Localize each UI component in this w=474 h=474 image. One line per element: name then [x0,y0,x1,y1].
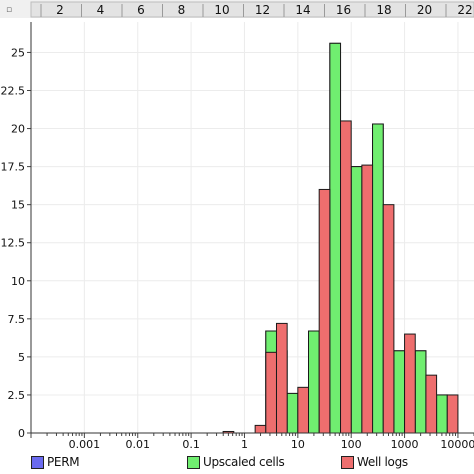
top-axis-tick-label: 8 [178,3,186,17]
legend-swatch-upscaled-cells [187,455,200,469]
legend-label-upscaled-cells: Upscaled cells [203,455,285,469]
corner-mark: ▫ [6,5,12,15]
bar-upscaled-cells [372,123,384,434]
top-axis-tick-label: 20 [417,3,432,17]
y-tick-label: 7.5 [8,313,26,326]
x-tick-label: 0.1 [182,438,200,451]
y-tick-label: 10 [11,275,25,288]
top-axis-tick-label: 10 [214,3,229,17]
legend-item-upscaled-cells[interactable]: Upscaled cells [187,452,285,472]
bar-well-logs [297,386,310,434]
legend-label-well-logs: Well logs [357,455,408,469]
x-tick-label: 1 [241,438,248,451]
x-tick-label: 0.01 [125,438,150,451]
y-tick-label: 5 [18,351,25,364]
bar-well-logs [382,204,395,434]
bar-well-logs [340,120,352,434]
bar-upscaled-cells [393,350,406,434]
y-tick-label: 15 [11,199,25,212]
bar-well-logs [275,322,288,434]
x-tick-label: 100 [341,438,362,451]
legend-item-perm[interactable]: PERM [31,452,80,472]
y-tick-label: 22.5 [1,85,26,98]
x-tick-label: 10000 [440,438,474,451]
bar-well-logs [265,351,277,434]
bar-well-logs [404,333,416,434]
top-axis-tick-label: 14 [295,3,310,17]
bar-well-logs [361,164,374,434]
top-axis-tick-label: 18 [376,3,391,17]
y-tick-label: 12.5 [1,237,26,250]
bar-well-logs [425,374,438,434]
y-tick-label: 20 [11,123,25,136]
bar-well-logs [446,394,459,434]
bar-well-logs [318,188,331,434]
top-axis-bar [30,1,474,18]
bar-upscaled-cells [436,394,448,434]
top-axis-tick-label: 4 [97,3,105,17]
x-tick-label: 10 [291,438,305,451]
bar-upscaled-cells [414,350,427,434]
top-axis-tick-label: 22 [457,3,472,17]
bar-upscaled-cells [308,330,320,434]
x-tick-label: 0.001 [69,438,101,451]
legend-swatch-well-logs [341,455,354,469]
bar-upscaled-cells [350,166,363,434]
y-tick-label: 2.5 [8,389,26,402]
bar-well-logs [254,424,267,434]
legend-item-well-logs[interactable]: Well logs [341,452,408,472]
y-tick-label: 0 [18,427,25,440]
top-axis-tick-label: 2 [56,3,64,17]
bar-upscaled-cells [329,42,342,434]
legend-label-perm: PERM [47,455,80,469]
bar-upscaled-cells [286,392,299,434]
legend-swatch-perm [31,455,44,469]
top-axis-tick-label: 12 [255,3,270,17]
top-axis-tick-label: 6 [137,3,145,17]
top-axis-tick-label: 16 [336,3,351,17]
y-tick-label: 25 [11,46,25,59]
x-tick-label: 1000 [391,438,419,451]
y-tick-label: 17.5 [1,161,26,174]
